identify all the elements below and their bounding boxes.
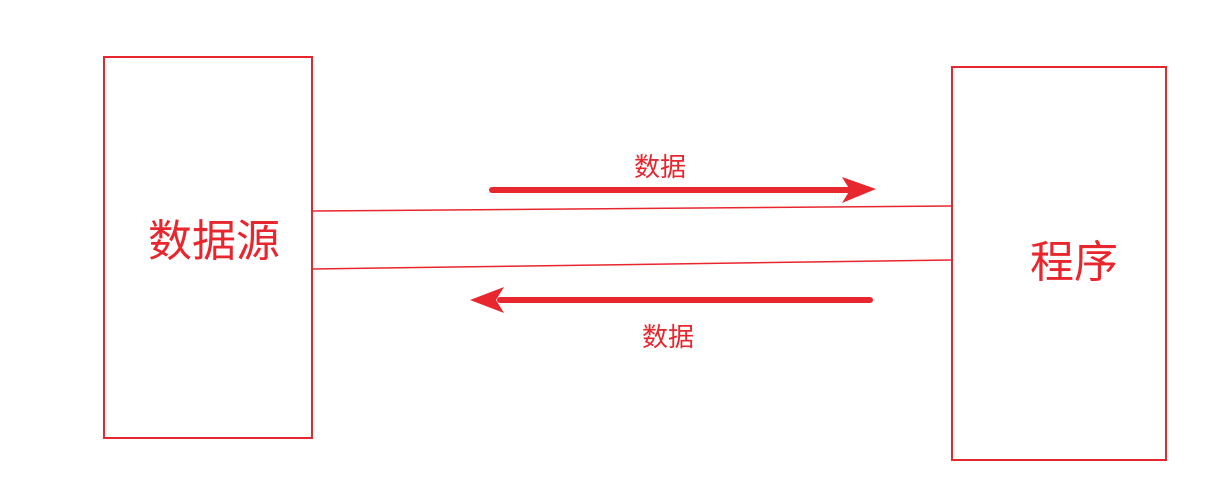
program-node: 程序: [951, 66, 1167, 461]
program-node-label: 程序: [1030, 237, 1118, 288]
edge-label-to-source: 数据: [642, 323, 694, 353]
pipe-top-line: [312, 205, 952, 212]
arrow-to-source-head: [470, 287, 504, 313]
source-node: 数据源: [103, 56, 313, 439]
pipe-bottom-line: [312, 259, 952, 270]
edge-label-to-program: 数据: [634, 153, 686, 183]
arrow-to-program-head: [842, 177, 876, 203]
arrow-to-program: [489, 177, 876, 203]
program-node-box: [951, 66, 1167, 461]
source-node-label: 数据源: [148, 216, 280, 267]
source-node-box: [103, 56, 313, 439]
arrow-to-source: [470, 287, 873, 313]
